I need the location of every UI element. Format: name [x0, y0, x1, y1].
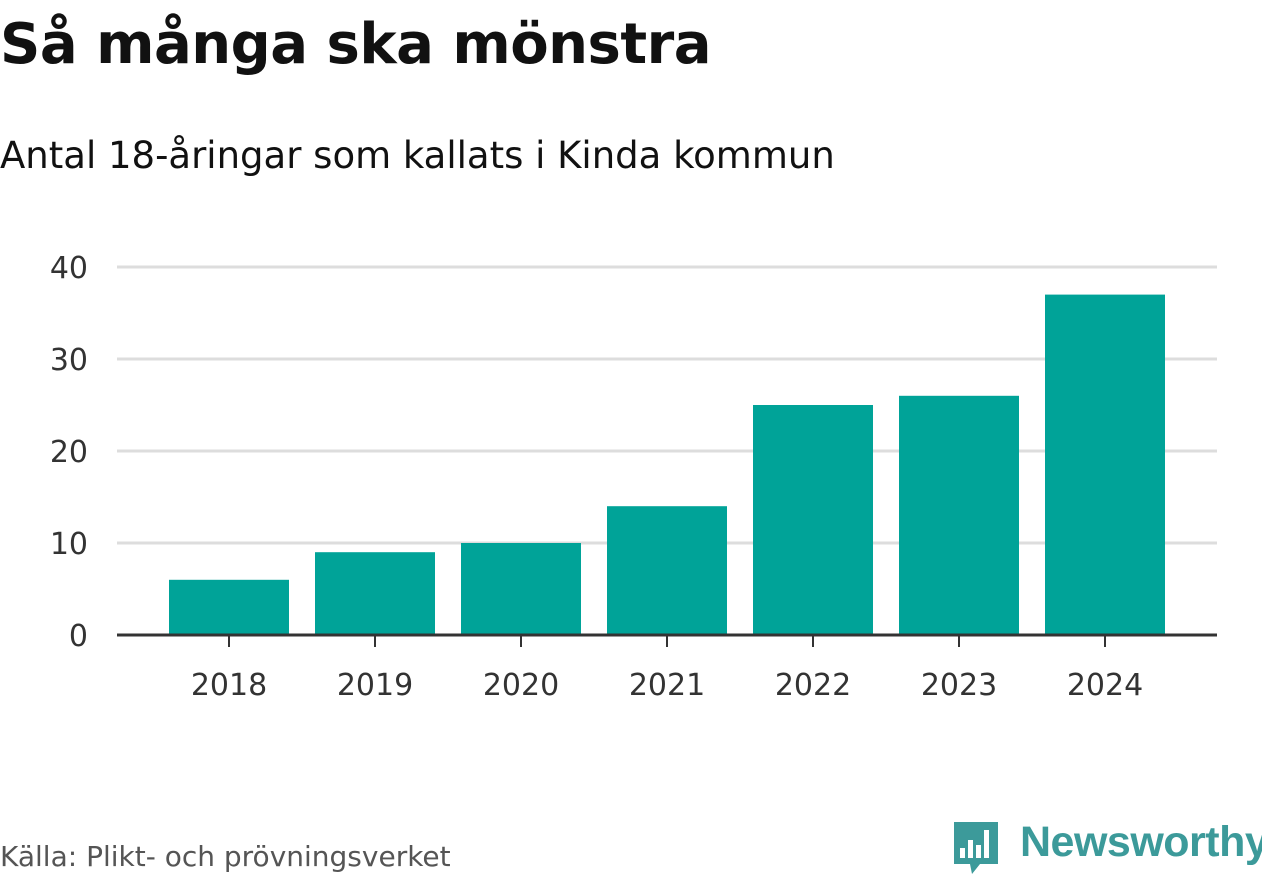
bar-2022	[753, 405, 873, 635]
x-axis-ticks: 2018 2019 2020 2021 2022 2023 2024	[191, 635, 1143, 703]
bars	[169, 294, 1165, 635]
chart-subtitle: Antal 18-åringar som kallats i Kinda kom…	[0, 134, 835, 177]
x-tick-label: 2021	[629, 668, 705, 703]
source-note: Källa: Plikt- och prövningsverket	[0, 840, 451, 873]
y-tick-label: 30	[50, 343, 88, 378]
y-tick-label: 0	[69, 619, 88, 654]
bar-2021	[607, 506, 727, 635]
chart-title: Så många ska mönstra	[0, 12, 712, 77]
brand-logo: Newsworthy	[950, 818, 1262, 878]
y-tick-label: 40	[50, 251, 88, 286]
bar-2023	[899, 395, 1019, 635]
x-tick-label: 2020	[483, 668, 559, 703]
x-tick-label: 2024	[1067, 668, 1143, 703]
bar-2018	[169, 579, 289, 635]
x-tick-label: 2018	[191, 668, 267, 703]
x-tick-label: 2023	[921, 668, 997, 703]
x-tick-label: 2022	[775, 668, 851, 703]
y-tick-label: 10	[50, 527, 88, 562]
y-axis-ticks: 0 10 20 30 40	[50, 251, 88, 654]
y-tick-label: 20	[50, 435, 88, 470]
x-tick-label: 2019	[337, 668, 413, 703]
bar-2024	[1045, 294, 1165, 635]
bar-2020	[461, 543, 581, 635]
bar-2019	[315, 552, 435, 635]
bar-chart-logo-icon	[954, 822, 998, 874]
brand-name: Newsworthy	[1020, 818, 1262, 866]
